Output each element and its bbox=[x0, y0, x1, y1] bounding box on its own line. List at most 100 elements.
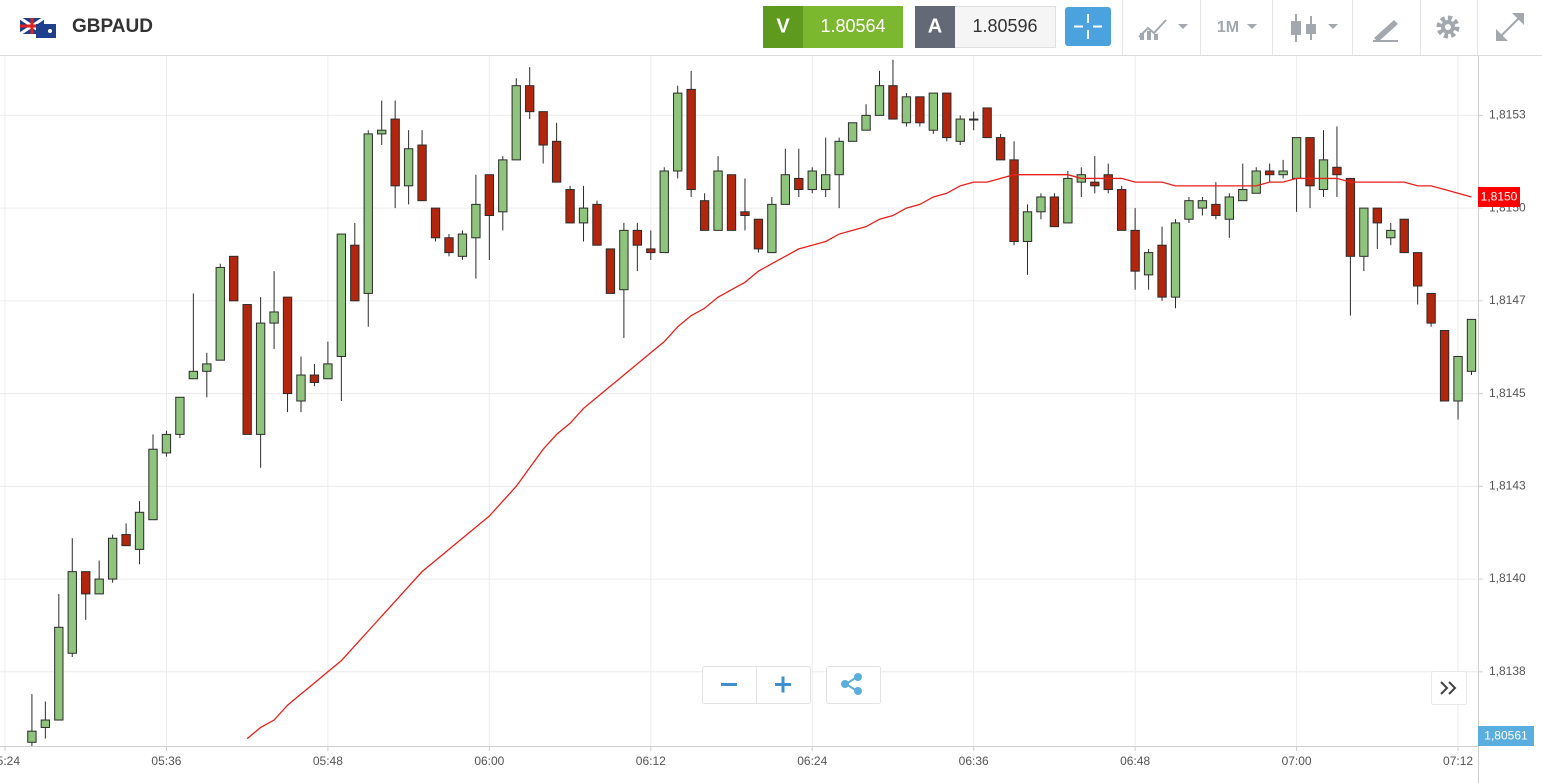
candle-body-down bbox=[1009, 159, 1019, 242]
x-tick-label: 07:00 bbox=[1282, 754, 1312, 768]
plot-area bbox=[27, 59, 1477, 746]
candle-body-up bbox=[1291, 137, 1302, 179]
timeframe-label[interactable]: 1M bbox=[1217, 19, 1239, 36]
candle-body-down bbox=[942, 92, 952, 139]
candle-body-down bbox=[1117, 189, 1127, 231]
candle-body-down bbox=[1211, 203, 1221, 217]
candle-body-down bbox=[1426, 292, 1436, 324]
candle-body-down bbox=[282, 296, 293, 395]
candle-body-up bbox=[861, 114, 871, 131]
candle-body-up bbox=[1453, 355, 1463, 402]
candle-body-up bbox=[955, 118, 965, 142]
candle-body-up bbox=[296, 374, 306, 402]
buy-button[interactable]: A 1.80596 bbox=[915, 6, 1056, 48]
candle-body-down bbox=[605, 248, 616, 294]
buy-label-box[interactable] bbox=[915, 6, 955, 48]
moving-average-line bbox=[246, 174, 1472, 740]
candle-body-down bbox=[350, 244, 360, 302]
candle-body-up bbox=[1143, 252, 1154, 276]
candle-body-up bbox=[377, 129, 387, 135]
sell-label-box[interactable] bbox=[763, 6, 803, 48]
x-tick-label: 05:36 bbox=[151, 754, 181, 768]
candle-body-up bbox=[269, 311, 279, 324]
candle-body-up bbox=[1251, 170, 1261, 194]
candle-body-down bbox=[1103, 174, 1113, 191]
x-tick-label: 05:24 bbox=[0, 754, 20, 768]
candle-body-down bbox=[430, 207, 441, 239]
sell-price[interactable]: 1.80564 bbox=[820, 16, 885, 36]
timeframe-menu[interactable]: 1M bbox=[1217, 19, 1257, 36]
candle-body-down bbox=[525, 85, 535, 113]
candle-body-down bbox=[444, 237, 454, 254]
candle-body-down bbox=[646, 248, 656, 254]
candle-body-down bbox=[229, 255, 239, 302]
settings-button[interactable] bbox=[1436, 15, 1460, 39]
candle-body-up bbox=[619, 229, 629, 291]
candle-body-down bbox=[740, 211, 750, 217]
candle-body-up bbox=[40, 719, 51, 728]
candle-body-up bbox=[457, 233, 468, 257]
sell-button[interactable]: V 1.80564 bbox=[763, 6, 903, 48]
candle-body-down bbox=[726, 174, 737, 231]
candle-body-up bbox=[1224, 196, 1234, 220]
buy-label[interactable]: A bbox=[928, 15, 942, 37]
share-button[interactable] bbox=[826, 666, 881, 704]
candle-body-up bbox=[175, 396, 185, 435]
candle-body-down bbox=[699, 200, 710, 231]
candle-body-up bbox=[255, 322, 266, 435]
candle-body-up bbox=[1466, 318, 1477, 372]
y-tick-label: 1,8138 bbox=[1489, 664, 1526, 678]
candle-body-up bbox=[215, 266, 225, 361]
candle-body-up bbox=[901, 96, 912, 124]
price-tag-box bbox=[1478, 726, 1534, 746]
candle-body-down bbox=[1130, 229, 1140, 272]
zoom-in[interactable] bbox=[775, 676, 791, 693]
axis-layer: 1,8138 1,8140 1,8143 1,8145 1,8147 1,8150 1,81… bbox=[0, 108, 1526, 769]
candle-body-up bbox=[471, 203, 481, 239]
buy-price[interactable]: 1.80596 bbox=[972, 16, 1037, 36]
price-tag: 1,80561 bbox=[1478, 726, 1534, 746]
candle-body-up bbox=[27, 730, 37, 743]
candle-body-down bbox=[1157, 244, 1167, 298]
candle-body-down bbox=[1265, 170, 1275, 176]
scroll-to-end-button[interactable] bbox=[1431, 671, 1467, 705]
candle-body-up bbox=[188, 370, 199, 380]
candle-body-up bbox=[202, 363, 212, 372]
candle-body-up bbox=[659, 170, 669, 254]
y-tick-label: 1,8145 bbox=[1489, 386, 1526, 400]
candle-body-up bbox=[834, 140, 844, 176]
candle-body-down bbox=[242, 304, 252, 435]
candle-body-down bbox=[551, 140, 562, 183]
candle-body-up bbox=[54, 626, 64, 721]
y-tick-label: 1,8140 bbox=[1489, 571, 1526, 585]
chart-title: GBPAUD bbox=[72, 16, 153, 37]
sell-label[interactable]: V bbox=[776, 15, 790, 37]
candle-body-up bbox=[403, 148, 414, 187]
x-tick-label: 06:00 bbox=[474, 754, 504, 768]
zoom-controls[interactable] bbox=[702, 666, 811, 704]
candle-body-down bbox=[1412, 252, 1423, 287]
candle-body-up bbox=[874, 85, 885, 116]
candle-body-up bbox=[1170, 222, 1181, 298]
moving-average-tag bbox=[1478, 186, 1520, 207]
candle-body-down bbox=[1439, 330, 1450, 402]
candle-body-up bbox=[148, 448, 158, 521]
fullscreen-button[interactable] bbox=[1496, 13, 1524, 41]
candle-body-up bbox=[94, 578, 104, 595]
candle-body-down bbox=[1049, 196, 1060, 228]
x-tick-label: 06:36 bbox=[959, 754, 989, 768]
draw-tool[interactable] bbox=[1373, 20, 1398, 42]
candle-body-up bbox=[767, 203, 777, 254]
candle-body-down bbox=[686, 88, 696, 191]
candle-body-down bbox=[565, 189, 575, 224]
crosshair-button[interactable] bbox=[1065, 7, 1111, 46]
candle-body-up bbox=[578, 207, 589, 224]
candle-body-up bbox=[807, 170, 817, 191]
candle-body-down bbox=[1345, 177, 1356, 257]
chart-type-menu[interactable] bbox=[1138, 19, 1188, 40]
candle-style-menu[interactable] bbox=[1291, 14, 1338, 42]
candle-body-down bbox=[538, 111, 548, 146]
candle-body-up bbox=[498, 159, 508, 213]
candle-body-down bbox=[753, 218, 764, 250]
candle-body-up bbox=[1036, 196, 1046, 213]
